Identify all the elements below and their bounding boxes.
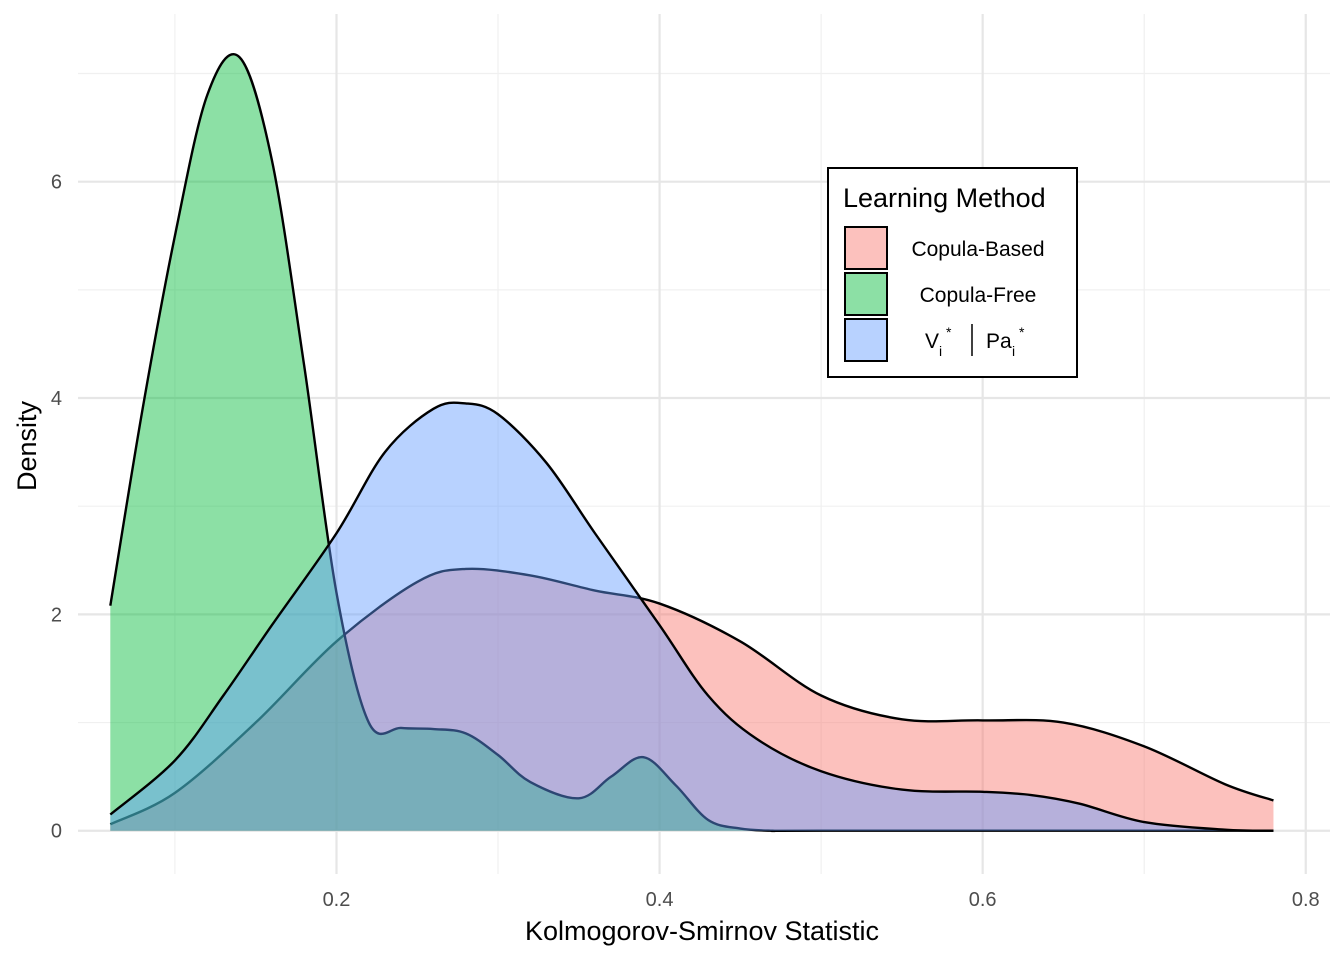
series-copula-based — [109, 567, 1274, 831]
legend-label-copula-based: Copula-Based — [911, 238, 1044, 261]
x-tick-label: 0.8 — [1292, 889, 1320, 911]
density-line — [109, 53, 1274, 833]
density-line — [109, 401, 1274, 832]
legend-swatch-copula-free — [844, 272, 888, 316]
density-area — [110, 568, 1274, 831]
y-tick-label: 4 — [51, 388, 62, 410]
series-copula-free — [109, 53, 1274, 833]
y-tick-label: 0 — [51, 821, 62, 843]
y-tick-label: 2 — [51, 604, 62, 626]
legend-label-pa-sub: i — [1012, 343, 1015, 359]
axis-tick-labels: 0.2 0.4 0.6 0.8 0 2 4 6 — [51, 172, 1320, 911]
series-third-method — [109, 401, 1274, 832]
x-tick-label: 0.6 — [969, 889, 997, 911]
y-axis-title: Density — [12, 400, 42, 491]
legend-label-v-sub: i — [939, 343, 942, 359]
y-tick-label: 6 — [51, 172, 62, 194]
legend-label-pa-sup: * — [1019, 324, 1025, 340]
legend-label-pa: Pa — [986, 330, 1012, 353]
x-axis-title: Kolmogorov-Smirnov Statistic — [525, 916, 879, 946]
legend-swatch-copula-based — [844, 226, 888, 270]
legend-label-copula-free: Copula-Free — [920, 284, 1037, 307]
legend-label-third-method: V i * Pa i * — [925, 324, 1025, 359]
legend-label-v-sup: * — [946, 324, 952, 340]
density-area — [110, 54, 1274, 831]
density-curves — [109, 53, 1274, 833]
x-tick-label: 0.2 — [323, 889, 351, 911]
legend: Learning Method Copula-Based Copula-Free… — [827, 167, 1078, 378]
x-tick-label: 0.4 — [646, 889, 674, 911]
density-line — [109, 567, 1274, 826]
density-area — [110, 402, 1274, 831]
legend-swatch-third-method — [844, 318, 888, 362]
legend-label-v: V — [925, 330, 939, 353]
legend-title: Learning Method — [843, 183, 1046, 213]
